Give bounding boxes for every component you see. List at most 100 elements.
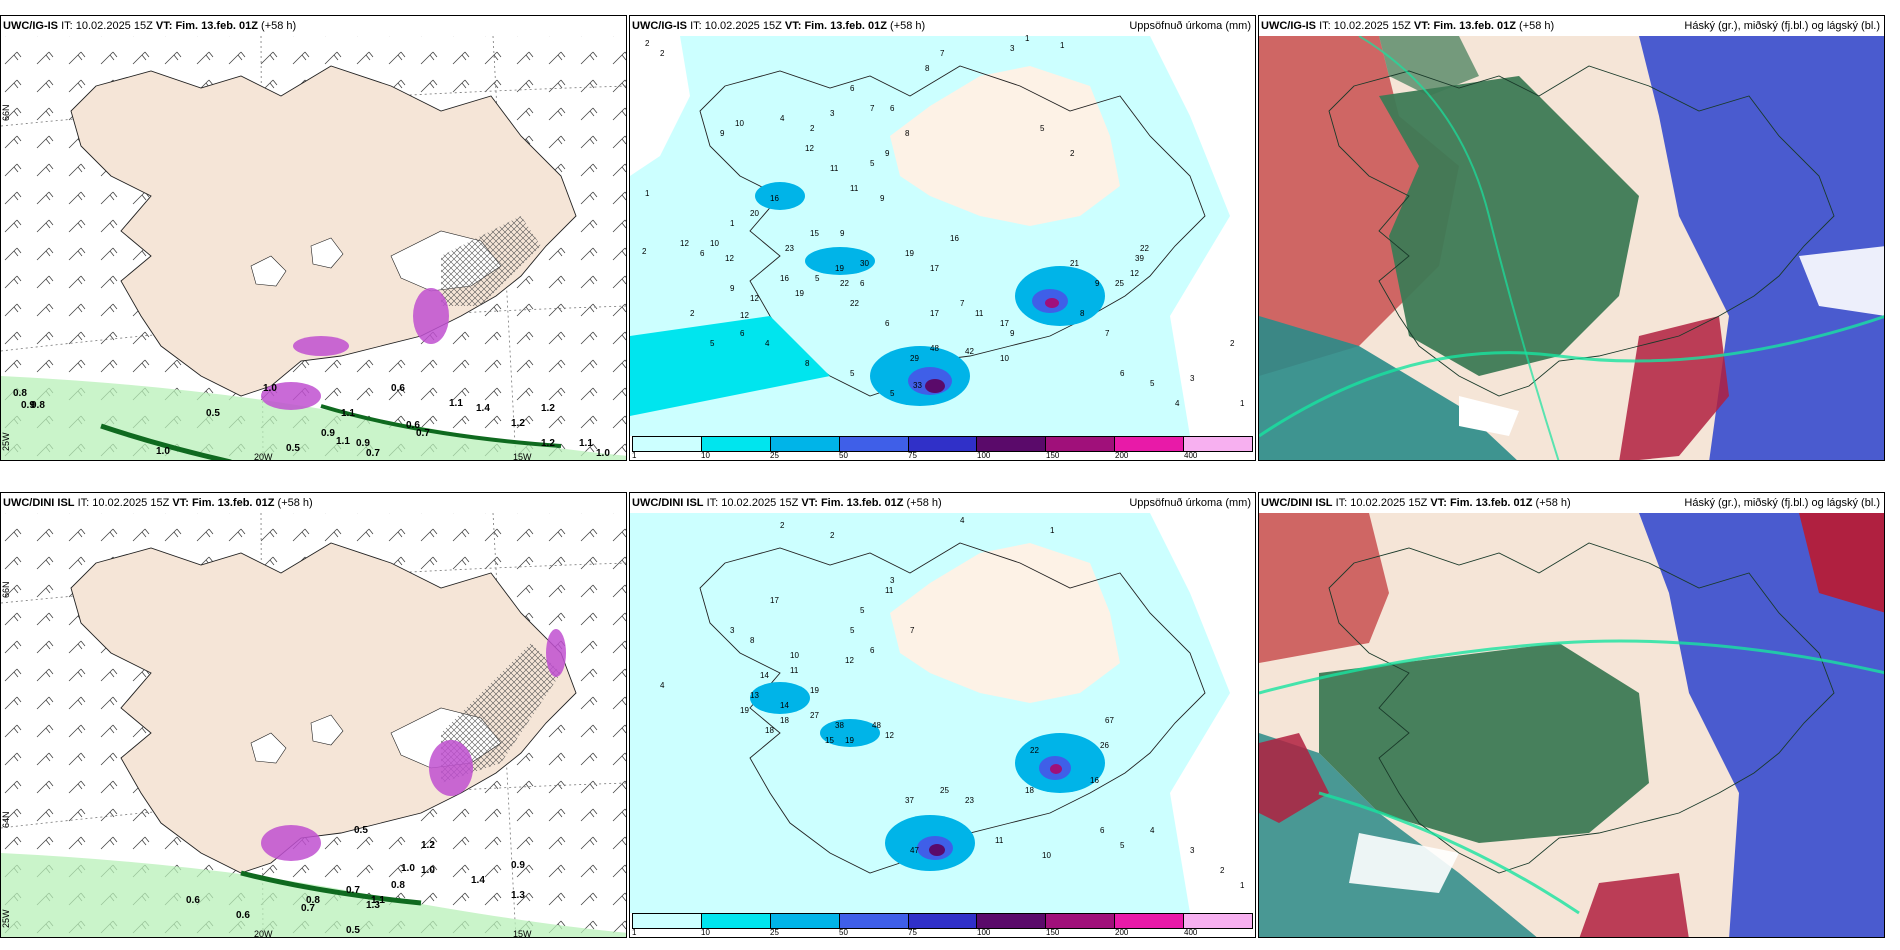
svg-text:9: 9: [720, 129, 725, 138]
svg-text:0.8: 0.8: [306, 895, 320, 906]
svg-text:16: 16: [780, 274, 789, 283]
svg-text:22: 22: [850, 299, 859, 308]
svg-text:19: 19: [845, 736, 854, 745]
svg-text:16: 16: [950, 234, 959, 243]
svg-text:0.8: 0.8: [391, 880, 405, 891]
svg-text:1: 1: [1050, 526, 1055, 535]
svg-text:9: 9: [880, 194, 885, 203]
svg-text:6: 6: [1100, 826, 1105, 835]
wind-map-svg: 66N 64N 25W 20W 15W 0.6 0.6 0.7 0.5 0.8 …: [1, 512, 626, 938]
svg-text:1: 1: [1025, 34, 1030, 43]
svg-text:12: 12: [725, 254, 734, 263]
svg-text:5: 5: [850, 626, 855, 635]
wind-map-svg: 66N 25W 20W 15W 0.5 0.5 1.0 0.8 1.1 0.9 …: [1, 35, 626, 460]
svg-text:1.2: 1.2: [541, 403, 555, 414]
map-panel-igis-wind: UWC/IG-IS IT: 10.02.2025 15Z VT: Fim. 13…: [0, 15, 627, 461]
svg-text:9: 9: [840, 229, 845, 238]
wind-contour-labels: 0.6 0.6 0.7 0.5 0.8 1.0 1.0 1.1 1.2 0.9 …: [186, 825, 525, 936]
svg-text:1.2: 1.2: [421, 840, 435, 851]
svg-text:18: 18: [765, 726, 774, 735]
svg-text:6: 6: [860, 279, 865, 288]
panel-title: Uppsöfnuð úrkoma (mm): [1129, 20, 1251, 32]
svg-text:2: 2: [810, 124, 815, 133]
panel-header: UWC/IG-IS IT: 10.02.2025 15Z VT: Fim. 13…: [3, 20, 297, 32]
svg-text:14: 14: [780, 701, 789, 710]
lat-66-label: 66N: [1, 104, 11, 121]
svg-text:67: 67: [1105, 716, 1114, 725]
svg-text:8: 8: [805, 359, 810, 368]
precip-cell-sw: [293, 336, 349, 356]
svg-text:1.0: 1.0: [263, 383, 277, 394]
svg-text:66N: 66N: [1, 581, 11, 598]
svg-text:26: 26: [1100, 741, 1109, 750]
svg-text:64N: 64N: [1, 811, 11, 828]
svg-text:1.4: 1.4: [471, 875, 485, 886]
svg-text:20W: 20W: [254, 929, 273, 938]
svg-text:1: 1: [1060, 41, 1065, 50]
svg-text:8: 8: [905, 129, 910, 138]
precip-legend: 1 10 25 50 75 100 150 200 400: [630, 434, 1255, 460]
svg-text:0.9: 0.9: [356, 438, 370, 449]
precip-amount-labels: 2 2 4 1 5 3 8 3 7 6 5 17 11 14 11 19 12 …: [660, 516, 1245, 890]
svg-text:4: 4: [660, 681, 665, 690]
svg-text:0.7: 0.7: [301, 903, 315, 914]
svg-text:7: 7: [940, 49, 945, 58]
svg-text:9: 9: [1010, 329, 1015, 338]
svg-text:5: 5: [710, 339, 715, 348]
svg-text:10: 10: [790, 651, 799, 660]
iceland-coastline: [699, 65, 1206, 397]
svg-text:3: 3: [890, 576, 895, 585]
lon-25-label: 25W: [1, 432, 11, 451]
svg-text:17: 17: [1000, 319, 1009, 328]
iceland-land-dry: [890, 66, 1120, 226]
svg-text:27: 27: [810, 711, 819, 720]
svg-text:1.3: 1.3: [366, 900, 380, 911]
svg-text:38: 38: [835, 721, 844, 730]
svg-text:48: 48: [872, 721, 881, 730]
svg-text:4: 4: [1175, 399, 1180, 408]
map-panel-dini-precip: UWC/DINI ISL IT: 10.02.2025 15Z VT: Fim.…: [629, 492, 1256, 938]
map-panel-igis-clouds: UWC/IG-IS IT: 10.02.2025 15Z VT: Fim. 13…: [1258, 15, 1885, 461]
dark-green-streak: [100, 423, 232, 460]
svg-text:47: 47: [910, 846, 919, 855]
init-time: 10.02.2025 15Z: [75, 20, 153, 32]
map-panel-dini-clouds: UWC/DINI ISL IT: 10.02.2025 15Z VT: Fim.…: [1258, 492, 1885, 938]
svg-text:5: 5: [850, 369, 855, 378]
svg-text:0.9: 0.9: [21, 400, 35, 411]
svg-text:20: 20: [750, 209, 759, 218]
svg-text:0.5: 0.5: [286, 443, 300, 454]
svg-text:6: 6: [890, 104, 895, 113]
svg-text:12: 12: [750, 294, 759, 303]
svg-text:7: 7: [1105, 329, 1110, 338]
svg-text:0.5: 0.5: [354, 825, 368, 836]
svg-text:16: 16: [1090, 776, 1099, 785]
svg-text:0.8: 0.8: [31, 400, 45, 411]
svg-text:25: 25: [940, 786, 949, 795]
svg-text:2: 2: [1220, 866, 1225, 875]
svg-text:21: 21: [1070, 259, 1079, 268]
svg-text:7: 7: [910, 626, 915, 635]
precip-cell-south: [261, 382, 321, 410]
panel-title: Háský (gr.), miðský (fj.bl.) og lágský (…: [1684, 20, 1880, 32]
svg-text:1.1: 1.1: [371, 895, 385, 906]
svg-text:0.6: 0.6: [186, 895, 200, 906]
svg-text:42: 42: [965, 347, 974, 356]
svg-text:0.5: 0.5: [206, 408, 220, 419]
svg-text:2: 2: [830, 531, 835, 540]
svg-text:4: 4: [765, 339, 770, 348]
svg-text:10: 10: [1042, 851, 1051, 860]
svg-text:2: 2: [660, 49, 665, 58]
svg-text:3: 3: [1190, 374, 1195, 383]
svg-text:1.2: 1.2: [541, 438, 555, 449]
svg-text:16: 16: [770, 194, 779, 203]
svg-text:5: 5: [1120, 841, 1125, 850]
svg-text:1.4: 1.4: [476, 403, 490, 414]
svg-text:9: 9: [730, 284, 735, 293]
cloud-map-svg: [1259, 513, 1884, 937]
svg-text:12: 12: [680, 239, 689, 248]
svg-text:0.6: 0.6: [391, 383, 405, 394]
svg-text:19: 19: [835, 264, 844, 273]
svg-text:18: 18: [780, 716, 789, 725]
svg-text:0.7: 0.7: [366, 448, 380, 459]
svg-text:3: 3: [1190, 846, 1195, 855]
